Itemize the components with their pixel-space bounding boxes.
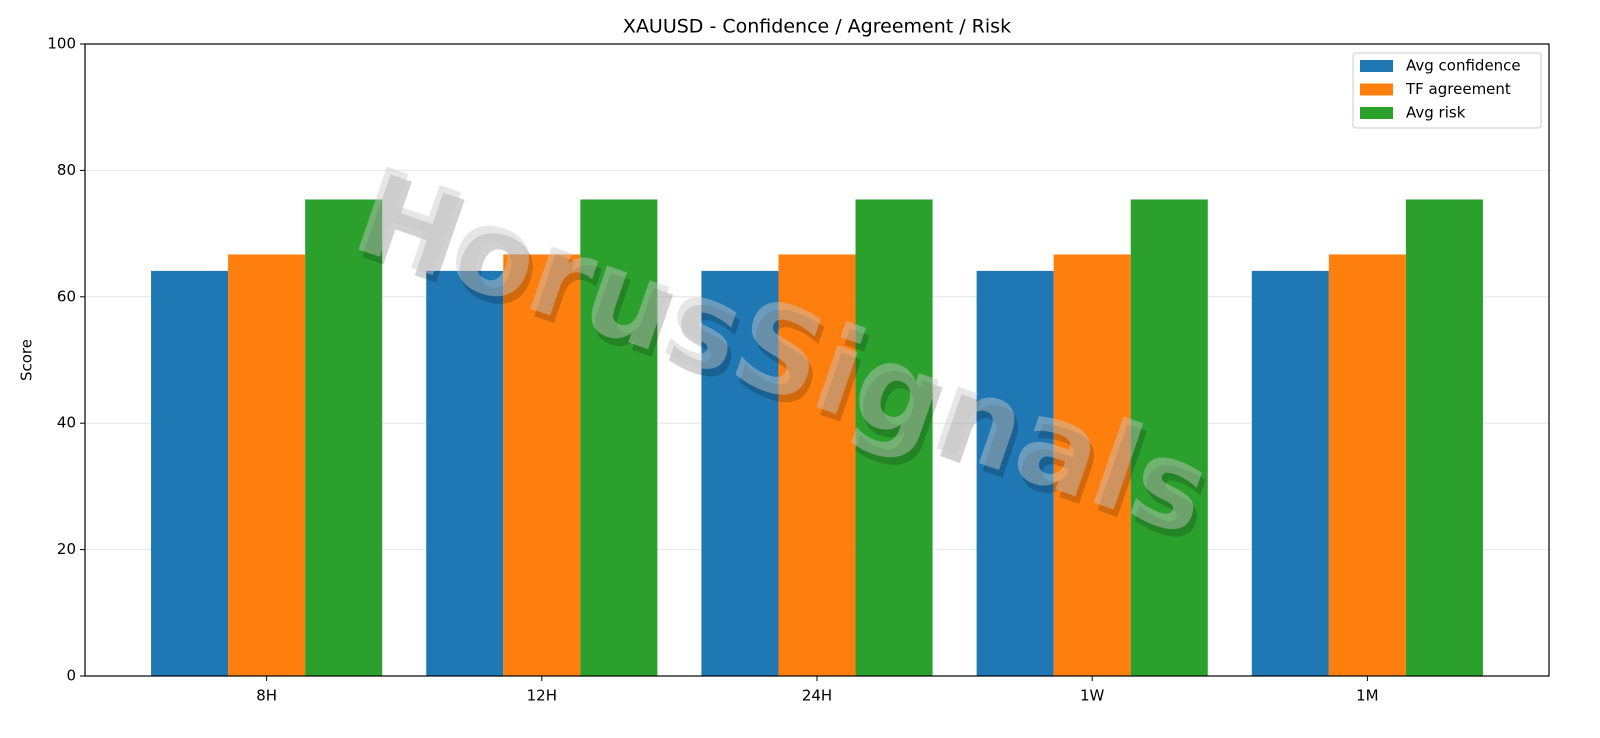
y-tick-label: 20 (57, 540, 76, 558)
legend-box (1352, 52, 1542, 129)
y-tick-label: 0 (66, 667, 76, 685)
x-tick-label: 24H (802, 687, 832, 705)
bar (426, 270, 504, 676)
bar (701, 270, 779, 676)
bar (778, 254, 856, 676)
legend-swatch (1360, 107, 1393, 119)
y-tick-label: 100 (47, 35, 76, 53)
y-tick-label: 40 (57, 414, 76, 432)
bar (305, 199, 383, 677)
bar (151, 270, 229, 676)
plot-frame (84, 43, 1550, 677)
bar (1328, 254, 1406, 676)
bar (228, 254, 306, 676)
y-axis-label: Score (18, 339, 36, 381)
bar (1251, 270, 1329, 676)
x-tick-label: 1M (1356, 687, 1379, 705)
legend-label: Avg confidence (1406, 57, 1521, 75)
x-tick-label: 8H (256, 687, 277, 705)
bar (1053, 254, 1131, 676)
legend-swatch (1360, 60, 1393, 72)
bar (1405, 199, 1483, 677)
legend-swatch (1360, 83, 1393, 96)
bar (1130, 199, 1208, 677)
bar (976, 270, 1054, 676)
legend-label: Avg risk (1406, 104, 1466, 122)
x-tick-label: 1W (1080, 687, 1105, 705)
y-tick-label: 80 (57, 161, 76, 179)
legend-label: TF agreement (1405, 80, 1511, 98)
bar (580, 199, 658, 677)
bar (503, 254, 581, 676)
y-tick-label: 60 (57, 287, 76, 305)
x-tick-label: 12H (527, 687, 557, 705)
bar (855, 199, 933, 677)
chart-title: XAUUSD - Confidence / Agreement / Risk (623, 16, 1011, 38)
